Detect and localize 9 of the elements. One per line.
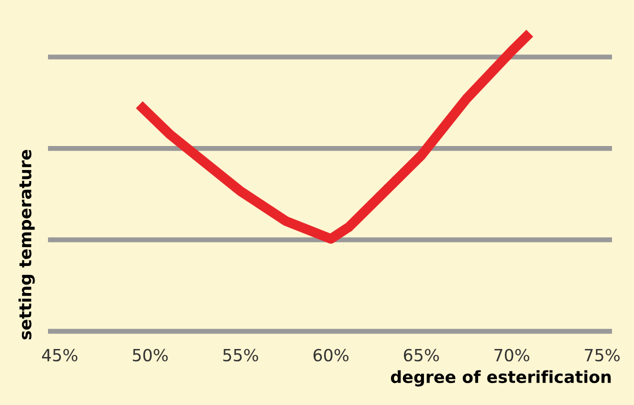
x-tick-label: 70% (494, 348, 530, 362)
x-tick-label: 65% (404, 348, 439, 362)
x-tick-label: 50% (132, 348, 168, 362)
x-tick-label: 75% (584, 348, 620, 362)
x-tick-label: 60% (314, 348, 349, 362)
x-tick-label: 45% (42, 348, 78, 362)
x-tick-label: 55% (223, 348, 258, 362)
y-axis-title: setting temperature (18, 150, 35, 340)
x-axis-title: degree of esterification (390, 370, 611, 386)
